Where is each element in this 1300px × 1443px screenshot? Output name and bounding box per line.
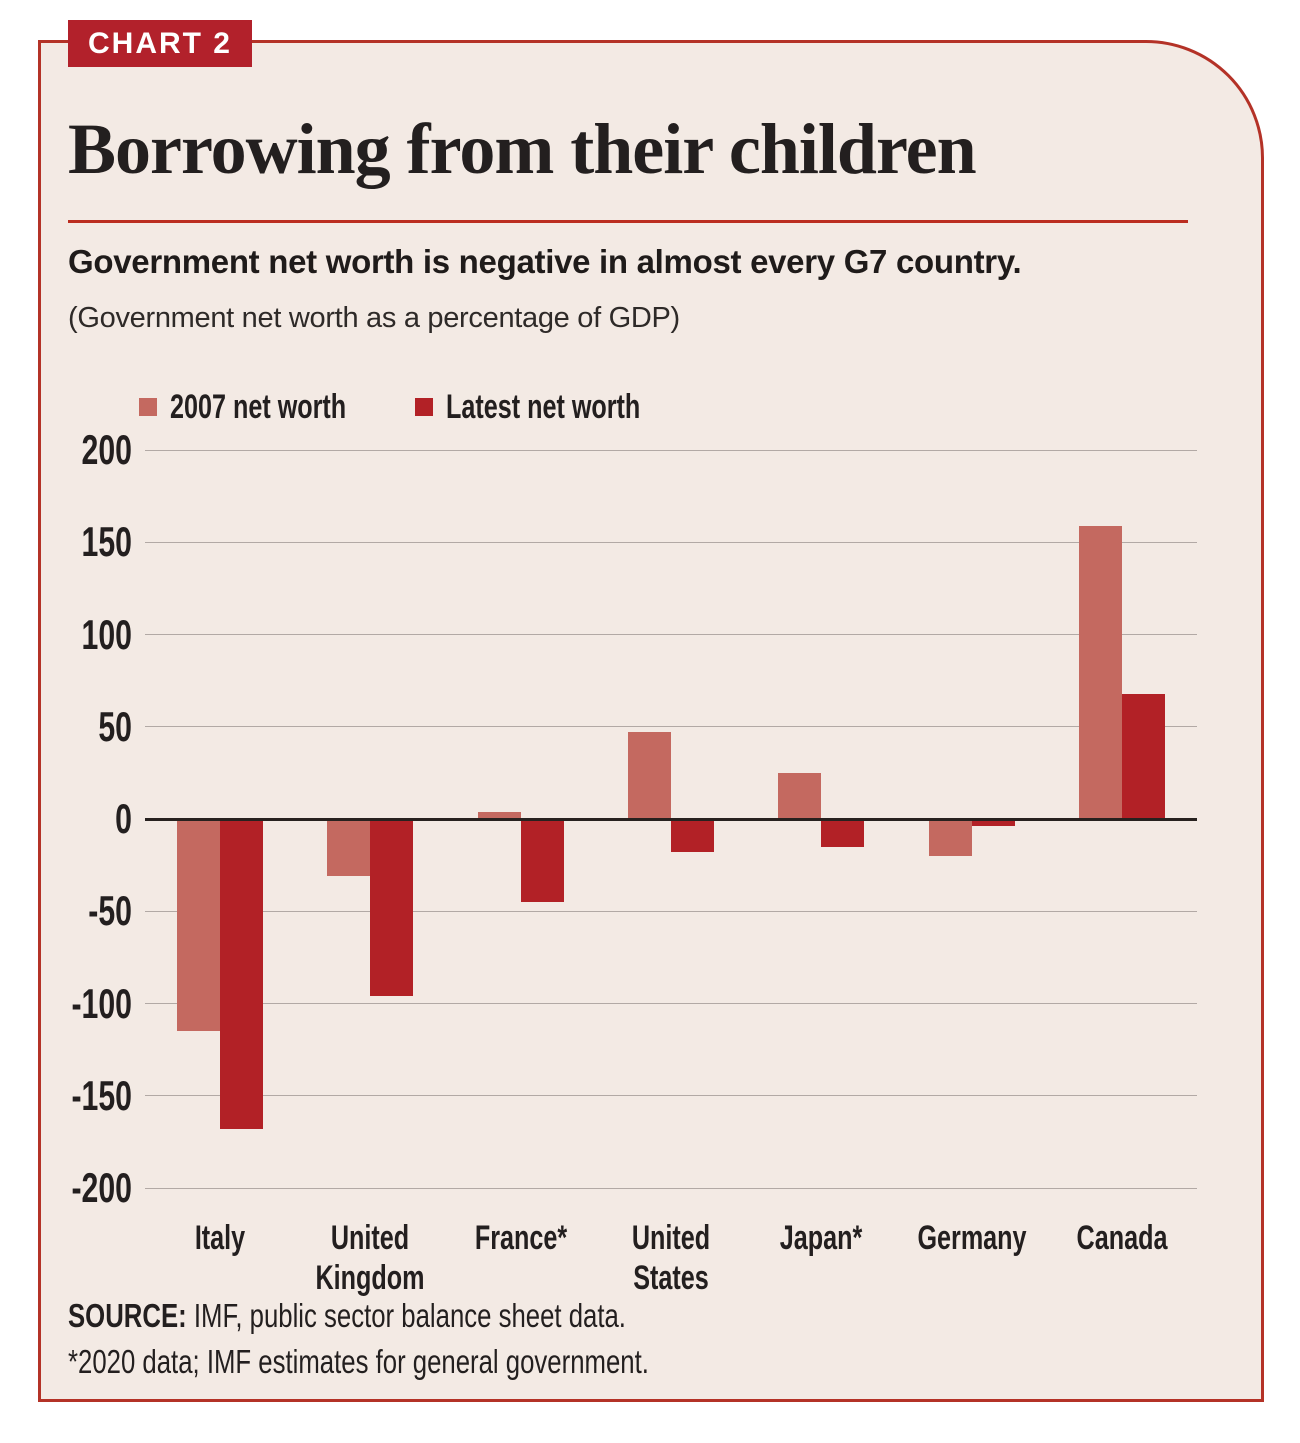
page-title: Borrowing from their children — [68, 109, 977, 189]
legend-swatch-2007-net-worth — [139, 398, 157, 416]
bar-germany-2007-net-worth — [928, 819, 972, 856]
x-label-line: France* — [474, 1219, 567, 1257]
bar-united-kingdom-latest-net-worth — [370, 819, 414, 997]
y-tick-200: 200 — [81, 426, 132, 473]
bar-canada-latest-net-worth — [1121, 693, 1165, 819]
source-text: IMF, public sector balance sheet data. — [186, 1297, 626, 1334]
chart-unit-note: (Government net worth as a percentage of… — [68, 302, 680, 334]
bar-united-kingdom-2007-net-worth — [327, 819, 371, 877]
y-tick-50: 50 — [98, 702, 132, 750]
gridline--150 — [145, 1095, 1197, 1097]
gridline-100 — [145, 634, 1197, 635]
x-label-japan: Japan* — [751, 1218, 892, 1258]
gridline-50 — [145, 726, 1197, 728]
gridline-150 — [145, 541, 1197, 543]
bar-germany-latest-net-worth — [971, 819, 1015, 827]
y-tick-150: 150 — [81, 518, 132, 566]
x-label-united-states: United States — [601, 1218, 742, 1298]
bar-united-states-latest-net-worth — [671, 819, 714, 853]
chart-number-badge: CHART 2 — [68, 20, 252, 67]
y-tick--50: -50 — [88, 887, 132, 935]
x-label-line: States — [633, 1259, 709, 1297]
y-tick--150: -150 — [71, 1071, 132, 1119]
y-tick--200: -200 — [71, 1164, 132, 1211]
x-label-line: Kingdom — [315, 1259, 425, 1297]
bar-united-states-2007-net-worth — [628, 732, 671, 819]
bar-canada-2007-net-worth — [1078, 525, 1122, 819]
y-tick-100: 100 — [81, 610, 132, 658]
chart-subtitle: Government net worth is negative in almo… — [68, 243, 1022, 280]
x-label-canada: Canada — [1052, 1218, 1193, 1258]
gridline-200 — [145, 449, 1197, 451]
x-label-germany: Germany — [901, 1218, 1042, 1258]
source-label: SOURCE: — [68, 1297, 187, 1334]
legend-label-2007-net-worth: 2007 net worth — [170, 388, 347, 426]
title-rule — [68, 220, 1188, 223]
x-label-line: Canada — [1076, 1219, 1168, 1257]
bar-italy-latest-net-worth — [220, 819, 264, 1129]
legend-item-latest-net-worth: Latest net worth — [415, 390, 709, 424]
x-label-line: Japan* — [780, 1219, 863, 1257]
legend-item-2007-net-worth: 2007 net worth — [139, 390, 408, 424]
source-line: SOURCE: IMF, public sector balance sheet… — [68, 1296, 626, 1336]
bar-japan-latest-net-worth — [821, 819, 865, 847]
plot-area — [145, 449, 1197, 1189]
bar-japan-2007-net-worth — [778, 772, 822, 819]
x-label-line: United — [631, 1219, 711, 1257]
x-label-united-kingdom: United Kingdom — [300, 1218, 441, 1298]
gridline--200 — [145, 1187, 1197, 1189]
gridline--50 — [145, 910, 1197, 912]
legend-swatch-latest-net-worth — [415, 398, 433, 416]
bar-france-latest-net-worth — [520, 819, 564, 903]
zero-axis-line — [145, 817, 1197, 821]
y-tick-0: 0 — [115, 795, 132, 842]
x-label-italy: Italy — [150, 1218, 291, 1258]
bar-france-2007-net-worth — [477, 811, 521, 819]
y-tick--100: -100 — [71, 979, 132, 1027]
x-label-line: Germany — [917, 1219, 1027, 1257]
x-label-line: United — [331, 1219, 410, 1257]
chart-number-label: CHART 2 — [87, 26, 232, 60]
bar-italy-2007-net-worth — [177, 819, 221, 1032]
footnote-line: *2020 data; IMF estimates for general go… — [68, 1343, 649, 1380]
gridline--100 — [145, 1003, 1197, 1004]
x-label-line: Italy — [194, 1219, 246, 1257]
legend-label-latest-net-worth: Latest net worth — [446, 388, 641, 426]
card-background — [38, 40, 1264, 1402]
x-label-france: France* — [450, 1218, 591, 1258]
